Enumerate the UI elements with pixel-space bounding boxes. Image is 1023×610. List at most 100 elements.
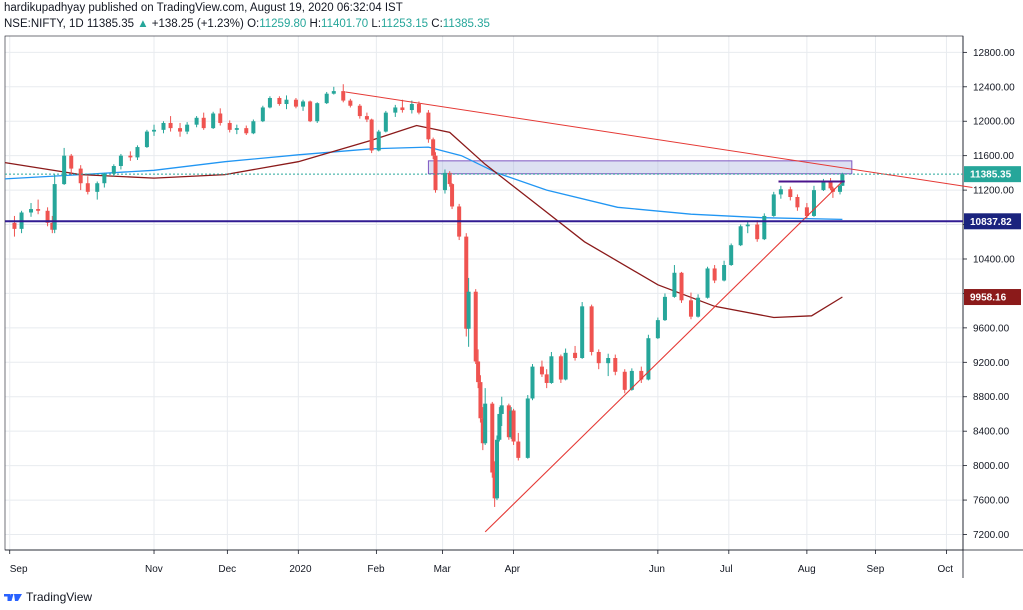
- candle-body: [530, 366, 535, 399]
- candle-body: [211, 113, 216, 129]
- footer: TradingView: [4, 590, 92, 604]
- candle-body: [29, 209, 34, 213]
- price-tick-label: 8400.00: [973, 427, 1010, 438]
- symbol-label[interactable]: NSE:NIFTY, 1D: [4, 18, 84, 30]
- candle-body: [95, 183, 100, 192]
- candle-body: [497, 413, 502, 440]
- candle-body: [688, 300, 693, 317]
- price-tick-label: 12000.00: [973, 117, 1015, 128]
- candle-body: [629, 370, 634, 390]
- candle-body: [580, 306, 585, 359]
- candles: [12, 84, 845, 507]
- downtrend-line: [345, 91, 973, 189]
- close-label: C:: [431, 18, 443, 30]
- candle-body: [426, 112, 431, 140]
- candle-body: [400, 107, 405, 111]
- candle-body: [788, 189, 793, 198]
- resistance-zone-box: [427, 160, 853, 175]
- candle-body: [442, 172, 447, 191]
- candle-body: [589, 306, 594, 352]
- time-axis[interactable]: Sep Nov Dec 2020 Feb Mar Apr Jun Jul Aug Sep Oct: [9, 550, 953, 575]
- candle-body: [234, 128, 239, 130]
- time-tick-label: Sep: [10, 564, 28, 575]
- time-tick-label: Nov: [145, 564, 163, 575]
- candle-body: [544, 374, 549, 383]
- price-tick-label: 7200.00: [973, 530, 1010, 541]
- candle-body: [811, 190, 816, 216]
- price-tag-ma: [964, 289, 1021, 306]
- candle-body: [331, 91, 336, 94]
- candle-body: [52, 184, 57, 230]
- time-tick-label: Apr: [505, 564, 521, 575]
- price-tick-label: 10400.00: [973, 254, 1015, 265]
- time-tick-label: Sep: [866, 564, 884, 575]
- candle-body: [12, 222, 17, 229]
- candle-body: [478, 382, 483, 419]
- time-tick-label: Dec: [218, 564, 236, 575]
- time-tick-label: Jul: [720, 564, 733, 575]
- price-tick-label: 9200.00: [973, 358, 1010, 369]
- candle-body: [596, 351, 601, 364]
- price-tick-label: 11600.00: [973, 151, 1014, 162]
- candle-body: [563, 352, 568, 380]
- candle-body: [804, 207, 809, 216]
- candle-body: [464, 236, 469, 329]
- candle-body: [696, 297, 701, 317]
- tradingview-logo-icon[interactable]: [4, 591, 22, 603]
- candle-body: [260, 107, 265, 122]
- publish-info: hardikupadhyay published on TradingView.…: [4, 2, 403, 14]
- candle-body: [135, 147, 140, 158]
- candle-body: [111, 166, 116, 174]
- candle-body: [227, 122, 232, 130]
- candle-body: [383, 112, 388, 132]
- candle-body: [473, 291, 478, 362]
- candle-body: [778, 189, 783, 195]
- candle-body: [511, 410, 516, 442]
- candle-body: [431, 139, 436, 156]
- price-tick-label: 12800.00: [973, 48, 1015, 59]
- candle-body: [50, 222, 55, 230]
- candle-body: [348, 100, 353, 106]
- chart-header: hardikupadhyay published on TradingView.…: [4, 0, 490, 32]
- candle-body: [705, 268, 710, 298]
- close-value: 11385.35: [442, 18, 490, 30]
- candle-body: [433, 155, 438, 191]
- candle-body: [539, 366, 544, 375]
- candle-body: [483, 403, 488, 444]
- candle-body: [662, 296, 667, 321]
- candle-body: [102, 173, 107, 184]
- candle-body: [201, 117, 206, 129]
- candle-body: [492, 472, 497, 499]
- brand-label[interactable]: TradingView: [26, 590, 93, 604]
- candle-body: [315, 103, 320, 122]
- ma-red-line: [4, 124, 843, 319]
- candle-body: [622, 371, 627, 390]
- candle-body: [646, 338, 651, 380]
- candle-body: [729, 245, 734, 266]
- drawn-lines[interactable]: [5, 91, 973, 533]
- time-tick-label: Mar: [434, 564, 452, 575]
- candle-body: [267, 97, 272, 108]
- candle-body: [490, 403, 495, 473]
- candle-body: [293, 99, 298, 107]
- time-tick-label: Jun: [649, 564, 665, 575]
- time-tick-label: 2020: [289, 564, 312, 575]
- candle-body: [771, 194, 776, 216]
- candle-body: [606, 358, 611, 364]
- candle-body: [516, 441, 521, 458]
- candle-body: [755, 224, 760, 240]
- candle-body: [69, 155, 74, 169]
- candle-body: [218, 113, 223, 123]
- candle-body: [679, 272, 684, 301]
- candle-body: [573, 352, 578, 359]
- moving-averages: [4, 124, 843, 319]
- resistance-zone[interactable]: [427, 160, 853, 175]
- price-tick-label: 8000.00: [973, 461, 1010, 472]
- high-label: H:: [309, 18, 322, 30]
- candle-body: [613, 358, 618, 372]
- price-tags: 11385.35 10837.82 9958.16: [964, 166, 1021, 306]
- candle-body: [821, 181, 826, 191]
- uptrend-line: [484, 181, 843, 533]
- open-value: 11259.80: [259, 18, 307, 30]
